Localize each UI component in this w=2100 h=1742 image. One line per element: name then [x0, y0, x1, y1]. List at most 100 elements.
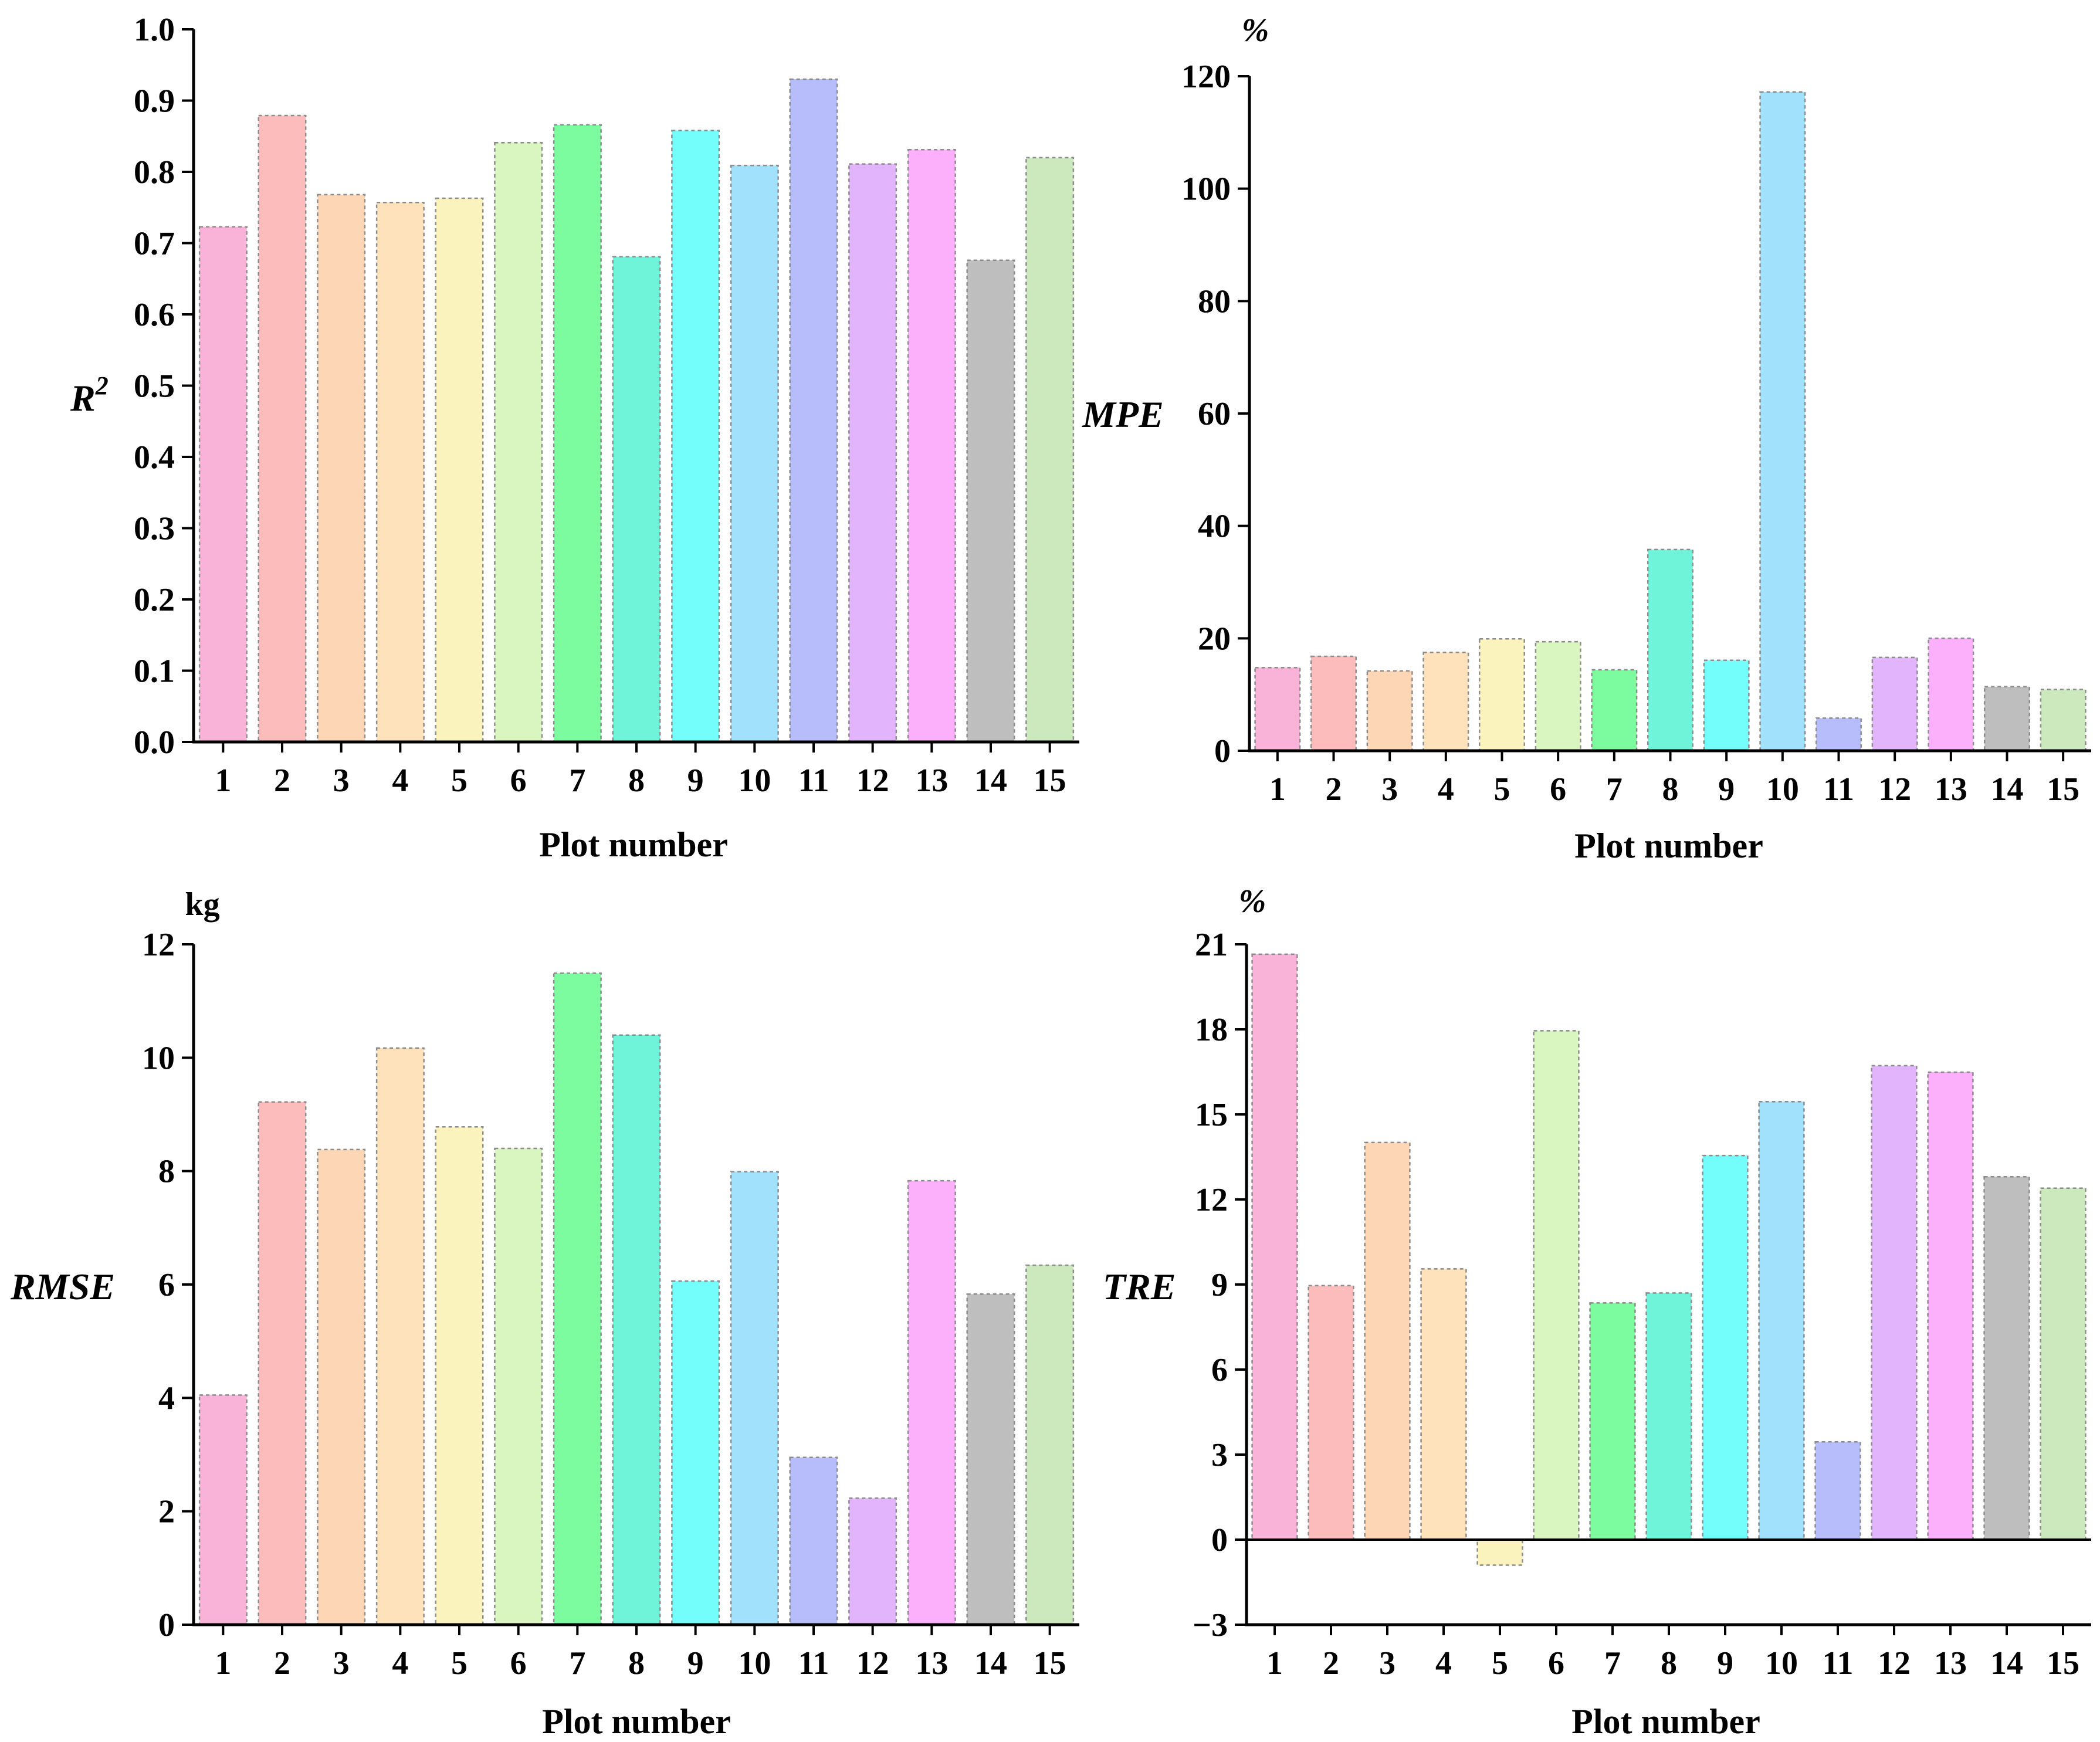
r2-bar-13 [907, 149, 956, 743]
tre-bar-14 [1983, 1176, 2030, 1541]
mpe-ytick-label-3: 60 [1198, 396, 1231, 432]
mpe-ytick-label-4: 80 [1198, 283, 1231, 320]
mpe-bar-2 [1310, 655, 1357, 752]
r2-xtick-label-12: 12 [856, 762, 889, 799]
tre-xtick-label-8: 8 [1661, 1645, 1677, 1682]
r2-xtick-label-15: 15 [1034, 762, 1066, 799]
mpe-ytick-label-2: 40 [1198, 509, 1231, 545]
mpe-xtick-label-7: 7 [1606, 771, 1623, 808]
rmse-bar-9 [671, 1280, 720, 1626]
mpe-xlabel: Plot number [1574, 826, 1763, 865]
r2-bar-1 [198, 226, 248, 743]
tre-xtick-label-11: 11 [1823, 1645, 1854, 1682]
mpe-xtick-label-2: 2 [1326, 771, 1342, 808]
mpe-bar-3 [1366, 670, 1413, 752]
mpe-bar-5 [1478, 638, 1525, 752]
mpe-bar-1 [1254, 666, 1301, 752]
r2-xtick-label-8: 8 [628, 762, 645, 799]
rmse-bar-8 [612, 1034, 661, 1626]
mpe-bar-7 [1591, 669, 1638, 752]
tre-xtick-label-1: 1 [1266, 1645, 1283, 1682]
r2-bar-6 [494, 141, 543, 743]
r2-xtick-label-2: 2 [274, 762, 290, 799]
mpe-xtick-label-14: 14 [1991, 771, 2024, 808]
mpe-xtick-label-3: 3 [1381, 771, 1398, 808]
r2-bar-2 [258, 114, 307, 743]
rmse-ytick-label-1: 2 [158, 1494, 175, 1530]
r2-ytick-label-9: 0.9 [134, 83, 175, 120]
r2-ylabel-sup: 2 [95, 371, 109, 400]
mpe-xtick-label-8: 8 [1662, 771, 1679, 808]
rmse-bar-14 [966, 1293, 1015, 1626]
panel-r2-texts: R2 Plot number [70, 371, 728, 864]
r2-xtick-label-5: 5 [451, 762, 468, 799]
r2-ytick-label-10: 1.0 [134, 12, 175, 48]
r2-bar-14 [966, 259, 1015, 743]
r2-ytick-label-4: 0.4 [134, 439, 175, 476]
tre-bar-5 [1476, 1538, 1523, 1566]
tre-xtick-label-14: 14 [1990, 1645, 2023, 1682]
mpe-xtick-label-5: 5 [1494, 771, 1510, 808]
r2-ytick-label-5: 0.5 [134, 368, 175, 405]
r2-ytick-label-8: 0.8 [134, 154, 175, 191]
r2-ytick-label-6: 0.6 [134, 297, 175, 333]
r2-bar-12 [848, 163, 897, 743]
mpe-xtick-label-4: 4 [1438, 771, 1454, 808]
rmse-ytick-label-0: 0 [158, 1607, 175, 1643]
mpe-xtick-label-11: 11 [1823, 771, 1854, 808]
rmse-bar-3 [317, 1148, 366, 1626]
r2-xtick-label-10: 10 [738, 762, 771, 799]
mpe-xtick-label-10: 10 [1766, 771, 1799, 808]
rmse-bar-15 [1025, 1264, 1075, 1626]
tre-bar-13 [1927, 1071, 1974, 1541]
mpe-unit: % [1242, 12, 1269, 49]
tre-xtick-label-12: 12 [1878, 1645, 1911, 1682]
r2-bar-4 [375, 201, 425, 743]
mpe-xtick-label-6: 6 [1550, 771, 1566, 808]
r2-ytick-label-0: 0.0 [134, 724, 175, 761]
r2-xtick-label-4: 4 [392, 762, 408, 799]
tre-xtick-label-15: 15 [2047, 1645, 2079, 1682]
mpe-ytick-label-6: 120 [1181, 59, 1231, 95]
r2-xtick-label-3: 3 [333, 762, 350, 799]
tre-ytick-label-7: 18 [1195, 1012, 1228, 1048]
r2-bar-15 [1025, 157, 1075, 743]
rmse-bar-2 [258, 1101, 307, 1626]
tre-xlabel: Plot number [1571, 1702, 1760, 1741]
tre-ytick-label-4: 9 [1211, 1267, 1228, 1303]
rmse-xtick-label-8: 8 [628, 1645, 645, 1682]
mpe-bar-9 [1703, 659, 1750, 752]
tre-bar-2 [1308, 1285, 1354, 1541]
rmse-ytick-label-2: 4 [158, 1380, 175, 1416]
tre-unit: % [1239, 883, 1266, 920]
mpe-bar-15 [2040, 689, 2087, 752]
rmse-bar-11 [789, 1456, 838, 1626]
rmse-xlabel: Plot number [542, 1702, 731, 1741]
r2-xtick-label-6: 6 [510, 762, 527, 799]
mpe-ytick-label-5: 100 [1181, 171, 1231, 208]
r2-ytick-label-2: 0.2 [134, 582, 175, 618]
rmse-bar-7 [553, 972, 602, 1626]
mpe-bar-11 [1815, 717, 1862, 752]
panel-rmse-texts: kg RMSE Plot number [10, 886, 731, 1741]
mpe-xtick-label-1: 1 [1269, 771, 1286, 808]
tre-ytick-label-0: −3 [1193, 1607, 1228, 1643]
rmse-bar-10 [730, 1171, 779, 1626]
r2-bar-5 [435, 197, 484, 743]
tre-bar-9 [1702, 1154, 1749, 1541]
tre-bar-12 [1871, 1065, 1918, 1541]
rmse-xtick-label-14: 14 [974, 1645, 1007, 1682]
r2-bar-9 [671, 130, 720, 743]
r2-ytick-label-1: 0.1 [134, 653, 175, 690]
tre-bar-4 [1420, 1268, 1467, 1541]
tre-ytick-label-6: 15 [1195, 1097, 1228, 1133]
tre-bar-1 [1251, 953, 1298, 1541]
tre-xtick-label-4: 4 [1435, 1645, 1452, 1682]
tre-bar-6 [1533, 1030, 1580, 1541]
tre-xtick-label-3: 3 [1379, 1645, 1396, 1682]
rmse-ylabel: RMSE [10, 1266, 115, 1307]
tre-xtick-label-7: 7 [1604, 1645, 1621, 1682]
mpe-bar-8 [1647, 548, 1693, 752]
